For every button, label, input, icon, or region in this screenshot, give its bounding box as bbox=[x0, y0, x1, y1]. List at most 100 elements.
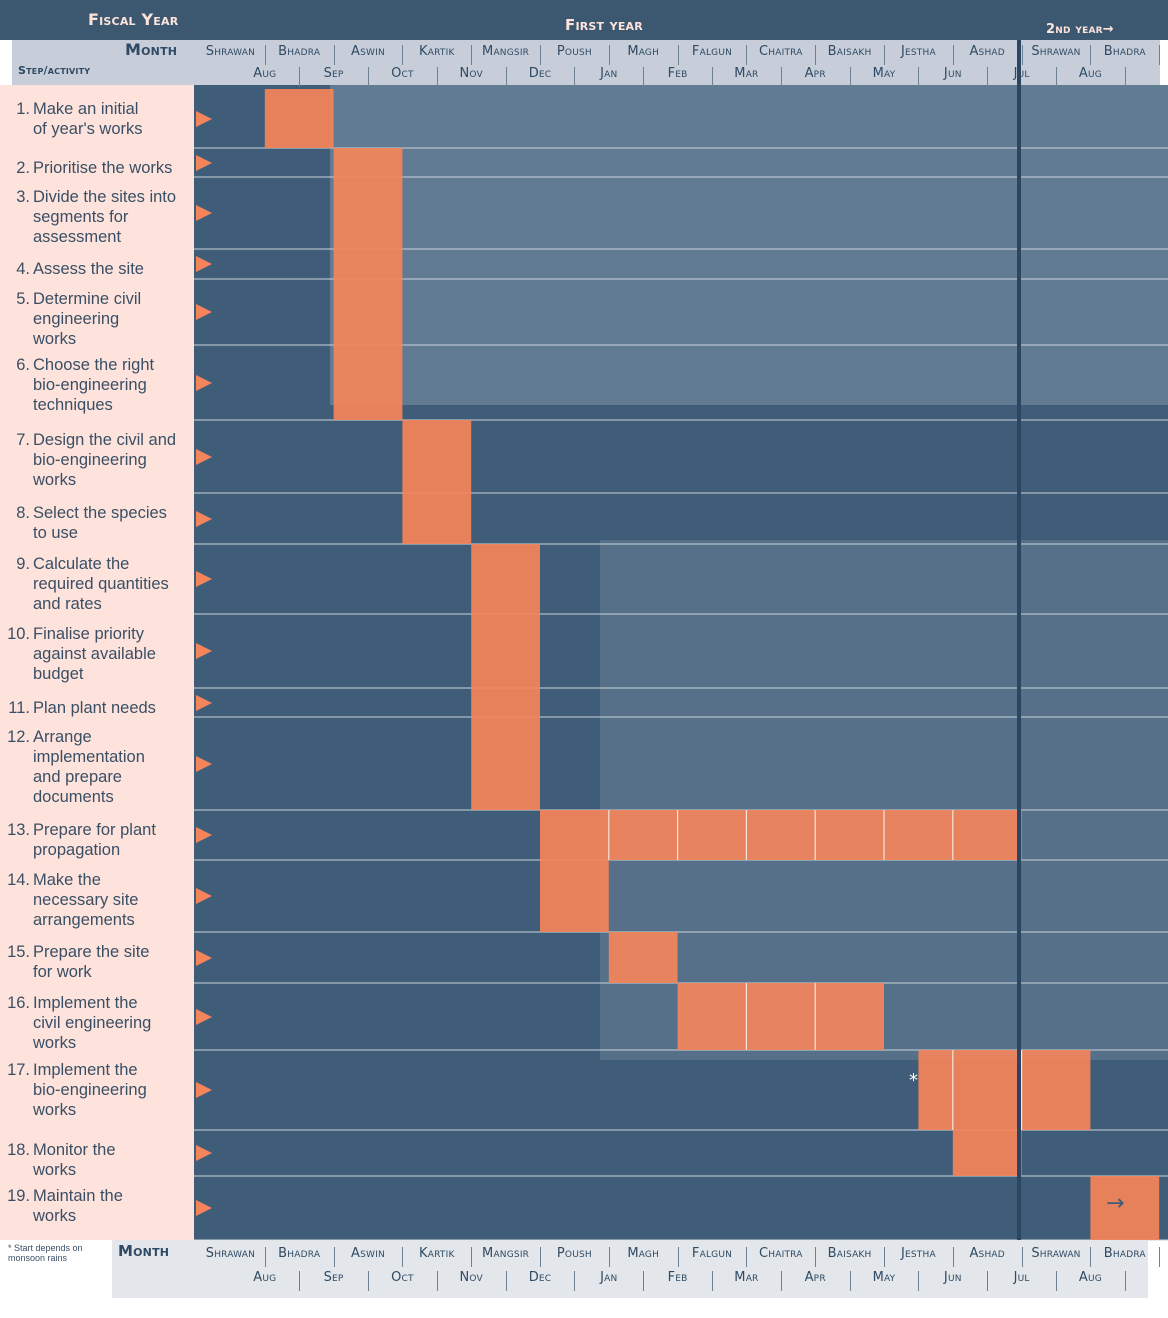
step-arrow-icon bbox=[196, 110, 212, 127]
step-arrow-icon bbox=[196, 1082, 212, 1098]
step-number: 18. bbox=[7, 1141, 30, 1159]
task-bar bbox=[471, 688, 540, 717]
step-text: Implement the bio-engineering works bbox=[33, 1061, 147, 1119]
second-year-label: 2nd year→ bbox=[1046, 22, 1114, 37]
month-gregorian-label-separator bbox=[712, 67, 713, 87]
month-gregorian-label-separator bbox=[849, 67, 851, 87]
first-year-label: First year bbox=[565, 16, 643, 34]
month-gregorian-label-separator bbox=[1056, 67, 1057, 87]
month-gregorian-label: Jan bbox=[600, 66, 618, 81]
step-label: 13. Prepare for plant propagation bbox=[0, 820, 194, 860]
step-label: 3. Divide the sites into segments for ass… bbox=[0, 187, 194, 247]
background-light-area bbox=[600, 540, 1168, 1060]
step-text: Plan plant needs bbox=[33, 699, 156, 717]
month-gregorian-footer-label: Oct bbox=[391, 1270, 414, 1285]
month-nepali-label: Jestha bbox=[900, 44, 936, 59]
month-nepali-label-separator bbox=[815, 45, 817, 65]
task-bar bbox=[333, 345, 403, 420]
month-nepali-label: Shrawan bbox=[205, 44, 256, 59]
month-gregorian-footer-label-separator bbox=[849, 1271, 851, 1291]
month-nepali-footer-label-separator bbox=[402, 1247, 404, 1267]
step-number: 16. bbox=[7, 994, 30, 1012]
month-nepali-label: Poush bbox=[556, 44, 592, 59]
month-gregorian-footer-label: Jun bbox=[943, 1270, 962, 1285]
step-text: Monitor the works bbox=[33, 1141, 116, 1179]
month-nepali-label-separator bbox=[608, 45, 610, 65]
month-nepali-footer-label-separator bbox=[264, 1247, 266, 1267]
month-gregorian-footer-label-separator bbox=[436, 1271, 438, 1291]
month-gregorian-label-separator bbox=[1124, 67, 1126, 87]
fiscal-year-bar bbox=[0, 0, 1168, 40]
month-nepali-footer-label-separator bbox=[540, 1247, 541, 1267]
step-label: 15. Prepare the site for work bbox=[0, 942, 194, 982]
step-label: 5. Determine civil engineering works bbox=[0, 289, 194, 349]
step-number: 11. bbox=[8, 699, 30, 717]
step-label: 12. Arrange implementation and prepare do… bbox=[0, 727, 194, 807]
step-label: 17. Implement the bio-engineering works bbox=[0, 1060, 194, 1120]
month-nepali-footer-label: Bhadra bbox=[278, 1246, 321, 1261]
step-number: 12. bbox=[7, 728, 30, 746]
step-label: 18. Monitor the works bbox=[0, 1140, 194, 1180]
month-nepali-label-separator bbox=[952, 45, 954, 65]
month-nepali-label: Baisakh bbox=[827, 44, 872, 59]
step-number: 4. bbox=[16, 260, 30, 278]
month-nepali-footer-label: Ashad bbox=[969, 1246, 1005, 1261]
month-gregorian-footer-label-separator bbox=[299, 1271, 301, 1291]
step-text: Maintain the works bbox=[33, 1187, 123, 1225]
step-number: 2. bbox=[16, 159, 30, 177]
step-arrow-icon bbox=[196, 154, 212, 171]
month-label: Month bbox=[125, 40, 178, 59]
month-nepali-footer-label-separator bbox=[608, 1247, 610, 1267]
month-nepali-label-separator bbox=[677, 45, 679, 65]
task-bar bbox=[333, 148, 403, 177]
step-arrow-icon bbox=[196, 256, 212, 272]
month-gregorian-label: May bbox=[872, 66, 896, 81]
month-nepali-label: Falgun bbox=[691, 44, 733, 59]
step-label: 2. Prioritise the works bbox=[0, 158, 194, 178]
step-arrow-icon bbox=[196, 643, 212, 659]
step-label: 8. Select the species to use bbox=[0, 503, 194, 543]
month-nepali-label: Kartik bbox=[419, 44, 455, 59]
task-bar bbox=[402, 420, 472, 493]
month-nepali-label: Bhadra bbox=[1103, 44, 1146, 59]
step-panel bbox=[0, 85, 194, 1240]
step-label: 19. Maintain the works bbox=[0, 1186, 194, 1226]
step-label: 14. Make the necessary site arrangements bbox=[0, 870, 194, 930]
step-text: Assess the site bbox=[33, 260, 144, 278]
month-gregorian-label-separator bbox=[987, 67, 989, 87]
month-nepali-footer-label-separator bbox=[952, 1247, 954, 1267]
month-nepali-label-separator bbox=[884, 45, 885, 65]
month-nepali-footer-label: Bhadra bbox=[1103, 1246, 1146, 1261]
continue-arrow: → bbox=[1106, 1191, 1124, 1216]
task-bar bbox=[952, 1130, 1022, 1176]
month-nepali-label: Ashad bbox=[969, 44, 1005, 59]
month-gregorian-footer-label: Mar bbox=[734, 1270, 759, 1285]
step-arrow-icon bbox=[196, 571, 212, 587]
month-label-footer: Month bbox=[118, 1242, 170, 1260]
month-gregorian-footer-label: Aug bbox=[1078, 1270, 1102, 1285]
start-marker: * bbox=[909, 1070, 918, 1091]
step-number: 10. bbox=[7, 625, 30, 643]
month-gregorian-footer-label: Dec bbox=[528, 1270, 552, 1285]
month-nepali-footer-label: Chaitra bbox=[758, 1246, 803, 1261]
task-bar bbox=[540, 860, 609, 932]
step-arrow-icon bbox=[196, 694, 212, 711]
month-gregorian-footer-label: Aug bbox=[253, 1270, 277, 1285]
month-nepali-label-separator bbox=[333, 45, 335, 65]
task-bar bbox=[677, 983, 884, 1050]
month-nepali-footer-label: Magh bbox=[627, 1246, 660, 1261]
month-gregorian-footer-label: Apr bbox=[804, 1270, 826, 1285]
month-nepali-footer-label-separator bbox=[1159, 1247, 1161, 1267]
step-text: Divide the sites into segments for asses… bbox=[33, 188, 177, 246]
month-gregorian-footer-label-separator bbox=[574, 1271, 576, 1291]
month-nepali-label: Mangsir bbox=[482, 44, 530, 59]
task-bar bbox=[1090, 1176, 1160, 1240]
month-nepali-footer-label: Poush bbox=[556, 1246, 592, 1261]
month-gregorian-footer-label-separator bbox=[368, 1271, 369, 1291]
step-activity-label: Step/activity bbox=[18, 64, 91, 77]
month-nepali-footer-label-separator bbox=[677, 1247, 679, 1267]
step-arrow-icon bbox=[196, 755, 212, 772]
step-number: 7. bbox=[16, 431, 30, 449]
